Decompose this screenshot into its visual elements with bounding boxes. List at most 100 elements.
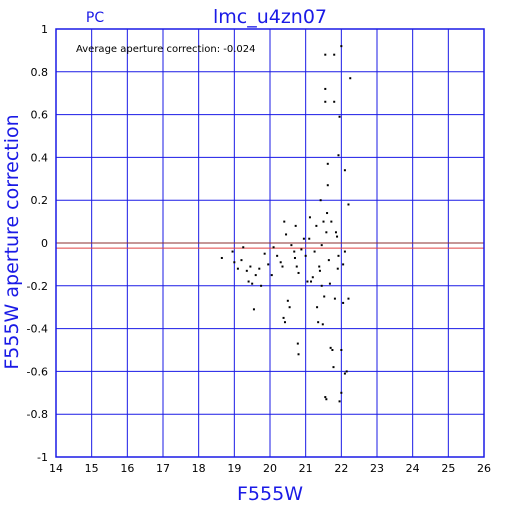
data-point [327,259,330,262]
data-point [242,246,245,249]
y-tick-label: -0.8 [27,408,48,421]
data-point [325,398,328,401]
data-point [290,244,293,247]
x-tick-label: 16 [120,462,134,475]
data-point [320,284,323,287]
data-point [276,254,279,257]
data-point [260,284,263,287]
data-point [281,265,284,268]
data-point [306,280,309,283]
data-point [313,250,316,253]
data-point [319,199,322,202]
reference-lines [56,242,484,249]
data-point [308,237,311,240]
y-tick-label: 0 [41,237,48,250]
data-point [324,100,327,103]
y-tick-label: -0.2 [27,280,48,293]
data-point [285,233,288,236]
data-point [337,254,340,257]
data-point [297,271,300,274]
data-point [282,316,285,319]
data-point [267,263,270,266]
annotation-text: Average aperture correction: -0.024 [76,44,256,55]
data-point [326,212,329,215]
data-point [316,306,319,309]
y-tick-label: 0.4 [31,151,49,164]
data-point [343,250,346,253]
y-tick-label: 0.6 [31,109,49,122]
data-point [347,297,350,300]
data-point [326,184,329,187]
x-tick-label: 25 [441,462,455,475]
x-tick-label: 20 [263,462,277,475]
data-point [340,391,343,394]
data-point [245,269,248,272]
data-point [328,282,331,285]
data-point [311,276,314,279]
data-point [279,261,282,264]
x-axis-label: F555W [237,483,303,505]
data-points [220,45,352,403]
data-point [340,45,343,48]
data-point [342,263,345,266]
x-tick-label: 17 [156,462,170,475]
data-point [318,265,321,268]
data-point [249,265,252,268]
data-point [330,220,333,223]
data-point [326,162,329,165]
data-point [231,250,234,253]
chart-title: lmc_u4zn07 [213,6,327,28]
data-point [294,224,297,227]
data-point [272,246,275,249]
data-point [322,220,325,223]
data-point [263,252,266,255]
data-point [342,301,345,304]
y-tick-label: -1 [37,451,48,464]
data-point [337,154,340,157]
data-point [320,244,323,247]
data-point [310,280,313,283]
data-point [338,115,341,118]
data-point [304,254,307,257]
data-point [254,274,257,277]
y-tick-label: 1 [41,23,48,36]
data-point [336,267,339,270]
data-point [318,269,321,272]
data-point [283,220,286,223]
y-tick-label: 0.2 [31,194,49,207]
data-point [343,169,346,172]
data-point [323,295,326,298]
data-point [240,259,243,262]
data-point [345,370,348,373]
grid-lines [56,29,484,457]
data-point [297,353,300,356]
data-point [333,100,336,103]
data-point [329,346,332,349]
data-point [293,250,296,253]
data-point [300,248,303,251]
data-point [336,235,339,238]
plot-frame [55,28,485,458]
data-point [338,400,341,403]
y-axis-label: F555W aperture correction [1,114,23,369]
x-tick-label: 24 [406,462,420,475]
x-tick-label: 22 [334,462,348,475]
data-point [270,274,273,277]
data-point [258,267,261,270]
data-point [315,224,318,227]
x-tick-label: 18 [192,462,206,475]
data-point [317,321,320,324]
data-point [220,256,223,259]
x-tick-label: 15 [85,462,99,475]
data-point [343,372,346,375]
data-point [325,231,328,234]
y-tick-label: -0.4 [27,323,48,336]
data-point [286,299,289,302]
data-point [324,396,327,399]
data-point [302,237,305,240]
data-point [236,267,239,270]
data-point [333,53,336,56]
panel-label: PC [86,10,104,26]
data-point [283,321,286,324]
